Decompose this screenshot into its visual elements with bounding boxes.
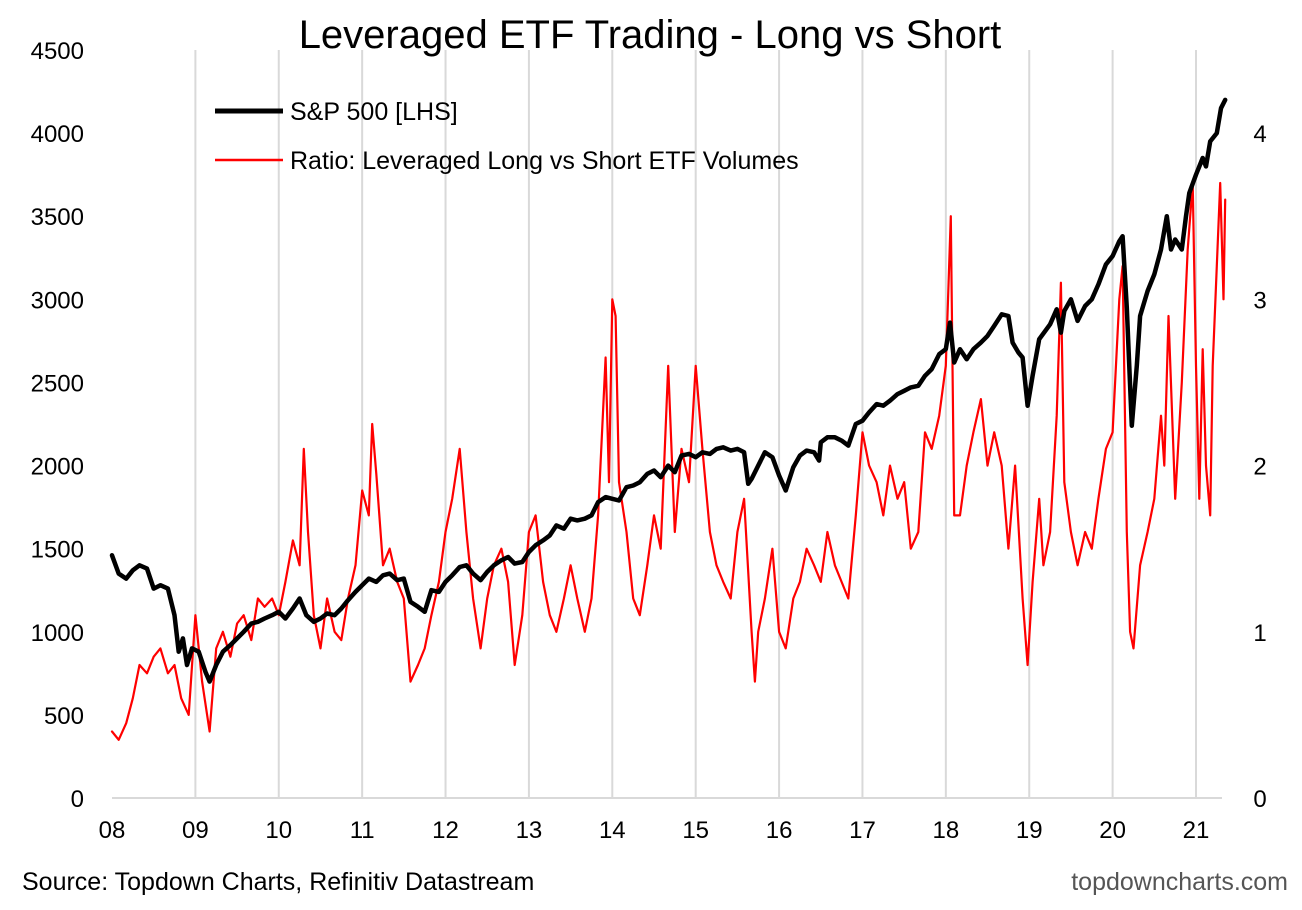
left-tick-label: 2000	[31, 454, 84, 481]
sp500-line	[109, 97, 1228, 684]
left-tick-label: 0	[71, 786, 84, 813]
right-tick-label: 1	[1253, 620, 1266, 647]
x-tick-label: 16	[766, 817, 793, 844]
x-tick-label: 17	[849, 817, 876, 844]
gridlines	[194, 50, 1197, 798]
left-tick-label: 1500	[31, 537, 84, 564]
right-tick-label: 0	[1253, 786, 1266, 813]
source-note: Source: Topdown Charts, Refinitiv Datast…	[22, 868, 535, 896]
x-tick-label: 18	[932, 817, 959, 844]
left-tick-label: 3000	[31, 287, 84, 314]
x-tick-label: 15	[682, 817, 709, 844]
legend: S&P 500 [LHS] Ratio: Leveraged Long vs S…	[215, 98, 799, 175]
legend-label-sp500: S&P 500 [LHS]	[290, 98, 458, 126]
x-tick-label: 10	[265, 817, 292, 844]
right-axis-ticks: 0 1 2 3 4	[1253, 121, 1266, 813]
x-tick-label: 14	[599, 817, 626, 844]
x-tick-label: 11	[350, 817, 375, 844]
x-tick-label: 20	[1099, 817, 1126, 844]
x-tick-label: 12	[432, 817, 459, 844]
left-tick-label: 3500	[31, 204, 84, 231]
right-tick-label: 3	[1253, 287, 1266, 314]
x-tick-label: 09	[182, 817, 209, 844]
left-tick-label: 1000	[31, 620, 84, 647]
x-tick-label: 08	[99, 817, 126, 844]
left-tick-label: 2500	[31, 370, 84, 397]
x-tick-label: 19	[1016, 817, 1043, 844]
left-tick-label: 4000	[31, 121, 84, 148]
legend-label-ratio: Ratio: Leveraged Long vs Short ETF Volum…	[290, 147, 799, 175]
x-tick-label: 21	[1183, 817, 1210, 844]
left-tick-label: 500	[44, 703, 84, 730]
left-axis-ticks: 0 500 1000 1500 2000 2500 3000 3500 4000 4500	[31, 38, 84, 813]
left-tick-label: 4500	[31, 38, 84, 65]
chart-area: Leveraged ETF Trading - Long vs Short 0 5…	[31, 13, 1267, 844]
right-tick-label: 2	[1253, 454, 1266, 481]
x-tick-label: 13	[516, 817, 543, 844]
x-axis-ticks: 08 09 10 11 12 13 14 15 16 17 18 19 20 21	[99, 817, 1210, 844]
website-credit: topdowncharts.com	[1071, 868, 1288, 896]
series-lines	[109, 97, 1228, 741]
chart-title: Leveraged ETF Trading - Long vs Short	[299, 13, 1002, 57]
right-tick-label: 4	[1253, 121, 1266, 148]
ratio-line	[110, 181, 1227, 741]
